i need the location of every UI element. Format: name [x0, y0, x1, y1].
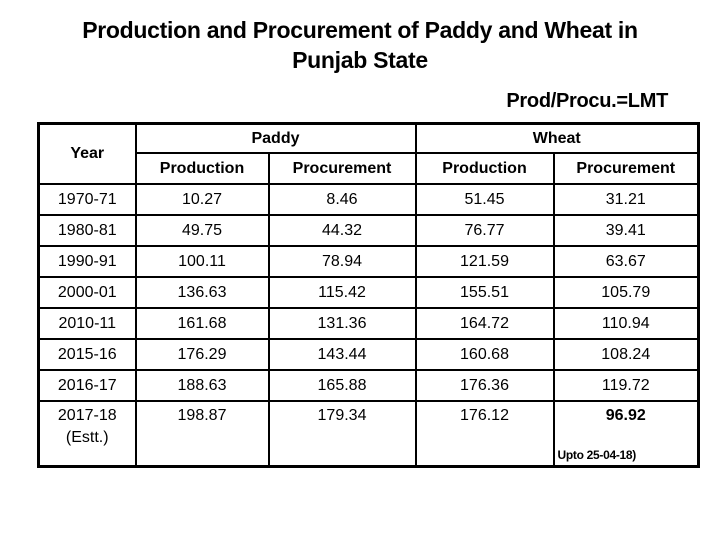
wheat-procurement-cell: 96.92 Upto 25-04-18)	[552, 400, 700, 468]
table-row: 2000-01 136.63 115.42 155.51 105.79	[37, 276, 700, 309]
paddy-production-cell: 198.87	[134, 400, 270, 468]
wheat-procurement-value: 96.92	[605, 407, 646, 424]
paddy-production-cell: 176.29	[134, 338, 270, 371]
paddy-procurement-cell: 165.88	[267, 369, 417, 402]
paddy-procurement-cell: 115.42	[267, 276, 417, 309]
paddy-production-cell: 161.68	[134, 307, 270, 340]
paddy-production-cell: 188.63	[134, 369, 270, 402]
table-header-row-groups: Year Paddy Wheat	[37, 122, 700, 185]
table-row: 2016-17 188.63 165.88 176.36 119.72	[37, 369, 700, 402]
header-paddy: Paddy	[134, 122, 417, 154]
table-header-row-measures: Production Procurement Production Procur…	[39, 152, 700, 185]
paddy-procurement-cell: 143.44	[267, 338, 417, 371]
paddy-production-cell: 49.75	[134, 214, 270, 247]
year-note: (Estt.)	[65, 429, 109, 446]
table-row: 2015-16 176.29 143.44 160.68 108.24	[37, 338, 700, 371]
header-wheat: Wheat	[414, 122, 700, 154]
paddy-procurement-cell: 78.94	[267, 245, 417, 278]
year-cell: 2016-17	[37, 369, 137, 402]
table-row: 2010-11 161.68 131.36 164.72 110.94	[37, 307, 700, 340]
wheat-procurement-cell: 105.79	[552, 276, 700, 309]
header-paddy-procurement: Procurement	[267, 152, 417, 185]
wheat-production-cell: 51.45	[414, 183, 555, 216]
wheat-production-cell: 176.36	[414, 369, 555, 402]
slide-title: Production and Procurement of Paddy and …	[0, 15, 720, 75]
year-cell: 1980-81	[37, 214, 137, 247]
year-cell: 2010-11	[37, 307, 137, 340]
table-row: 2017-18 (Estt.) 198.87 179.34 176.12 96.…	[37, 400, 700, 468]
slide-title-line1: Production and Procurement of Paddy and …	[82, 17, 638, 43]
year-cell: 2000-01	[37, 276, 137, 309]
wheat-production-cell: 121.59	[414, 245, 555, 278]
wheat-production-cell: 176.12	[414, 400, 555, 468]
header-wheat-procurement: Procurement	[552, 152, 700, 185]
year-label: 2017-18	[57, 407, 117, 424]
wheat-production-cell: 76.77	[414, 214, 555, 247]
wheat-production-cell: 155.51	[414, 276, 555, 309]
paddy-procurement-cell: 179.34	[267, 400, 417, 468]
unit-label: Prod/Procu.=LMT	[506, 90, 668, 112]
year-cell: 2017-18 (Estt.)	[37, 400, 137, 468]
year-cell: 1990-91	[37, 245, 137, 278]
paddy-procurement-cell: 44.32	[267, 214, 417, 247]
paddy-procurement-cell: 131.36	[267, 307, 417, 340]
paddy-production-cell: 136.63	[134, 276, 270, 309]
wheat-procurement-cell: 31.21	[552, 183, 700, 216]
header-wheat-production: Production	[414, 152, 555, 185]
footnote: Upto 25-04-18)	[557, 448, 637, 462]
paddy-production-cell: 10.27	[134, 183, 270, 216]
wheat-procurement-cell: 119.72	[552, 369, 700, 402]
slide-title-line2: Punjab State	[292, 47, 428, 73]
year-cell: 2015-16	[37, 338, 137, 371]
year-cell: 1970-71	[37, 183, 137, 216]
wheat-procurement-cell: 39.41	[552, 214, 700, 247]
data-table: Year Paddy Wheat Production Procurement …	[37, 122, 700, 468]
table-row: 1980-81 49.75 44.32 76.77 39.41	[37, 214, 700, 247]
paddy-procurement-cell: 8.46	[267, 183, 417, 216]
header-year: Year	[37, 122, 137, 185]
wheat-procurement-cell: 110.94	[552, 307, 700, 340]
wheat-procurement-cell: 108.24	[552, 338, 700, 371]
header-paddy-production: Production	[134, 152, 270, 185]
table-row: 1970-71 10.27 8.46 51.45 31.21	[37, 183, 700, 216]
wheat-procurement-cell: 63.67	[552, 245, 700, 278]
wheat-production-cell: 164.72	[414, 307, 555, 340]
table-row: 1990-91 100.11 78.94 121.59 63.67	[37, 245, 700, 278]
paddy-production-cell: 100.11	[134, 245, 270, 278]
wheat-production-cell: 160.68	[414, 338, 555, 371]
